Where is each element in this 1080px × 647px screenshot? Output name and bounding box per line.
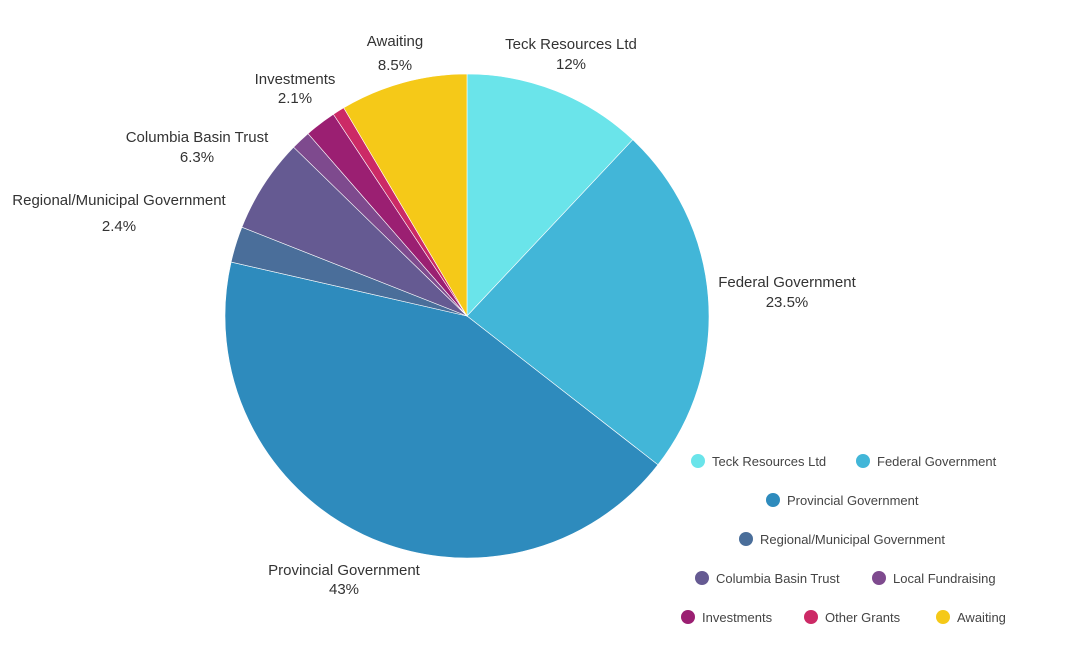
slice-percent-awaiting: 8.5% xyxy=(378,57,412,74)
legend-swatch-columbia-basin-trust xyxy=(695,571,709,585)
legend-label-local-fundraising: Local Fundraising xyxy=(893,571,996,586)
slice-label-investments: Investments xyxy=(255,71,336,88)
slice-label-columbia-basin-trust: Columbia Basin Trust xyxy=(126,129,269,146)
slice-percent-teck-resources-ltd: 12% xyxy=(556,56,586,73)
slice-label-federal-government: Federal Government xyxy=(718,274,856,291)
legend-item-local-fundraising[interactable]: Local Fundraising xyxy=(872,571,996,586)
legend-label-awaiting: Awaiting xyxy=(957,610,1006,625)
legend-item-awaiting[interactable]: Awaiting xyxy=(936,610,1006,625)
legend-item-federal-government[interactable]: Federal Government xyxy=(856,454,997,469)
legend-label-provincial-government: Provincial Government xyxy=(787,493,919,508)
legend-swatch-federal-government xyxy=(856,454,870,468)
slice-label-teck-resources-ltd: Teck Resources Ltd xyxy=(505,36,637,53)
legend-item-teck-resources-ltd[interactable]: Teck Resources Ltd xyxy=(691,454,826,469)
legend-item-columbia-basin-trust[interactable]: Columbia Basin Trust xyxy=(695,571,840,586)
slice-percent-regional-municipal-government: 2.4% xyxy=(102,218,136,235)
slice-label-provincial-government: Provincial Government xyxy=(268,562,421,579)
legend-swatch-regional-municipal-government xyxy=(739,532,753,546)
legend-item-other-grants[interactable]: Other Grants xyxy=(804,610,901,625)
legend-label-other-grants: Other Grants xyxy=(825,610,901,625)
legend-item-provincial-government[interactable]: Provincial Government xyxy=(766,493,919,508)
pie-slice-provincial-government[interactable] xyxy=(224,261,659,559)
legend-swatch-teck-resources-ltd xyxy=(691,454,705,468)
pie-slice-teck-resources-ltd[interactable] xyxy=(466,73,634,317)
slice-percent-columbia-basin-trust: 6.3% xyxy=(180,149,214,166)
pie-slice-federal-government[interactable] xyxy=(466,139,710,466)
legend-label-teck-resources-ltd: Teck Resources Ltd xyxy=(712,454,826,469)
pie-slice-awaiting[interactable] xyxy=(343,73,468,318)
legend-swatch-investments xyxy=(681,610,695,624)
legend-item-regional-municipal-government[interactable]: Regional/Municipal Government xyxy=(739,532,945,547)
slice-percent-provincial-government: 43% xyxy=(329,581,359,598)
legend-label-investments: Investments xyxy=(702,610,773,625)
slice-percent-federal-government: 23.5% xyxy=(766,294,809,311)
legend-label-regional-municipal-government: Regional/Municipal Government xyxy=(760,532,945,547)
legend-label-columbia-basin-trust: Columbia Basin Trust xyxy=(716,571,840,586)
legend-swatch-other-grants xyxy=(804,610,818,624)
slice-label-awaiting: Awaiting xyxy=(367,33,423,50)
legend-item-investments[interactable]: Investments xyxy=(681,610,773,625)
legend-label-federal-government: Federal Government xyxy=(877,454,997,469)
legend-swatch-provincial-government xyxy=(766,493,780,507)
legend-swatch-awaiting xyxy=(936,610,950,624)
legend-swatch-local-fundraising xyxy=(872,571,886,585)
slice-percent-investments: 2.1% xyxy=(278,90,312,107)
slice-label-regional-municipal-government: Regional/Municipal Government xyxy=(12,192,226,209)
